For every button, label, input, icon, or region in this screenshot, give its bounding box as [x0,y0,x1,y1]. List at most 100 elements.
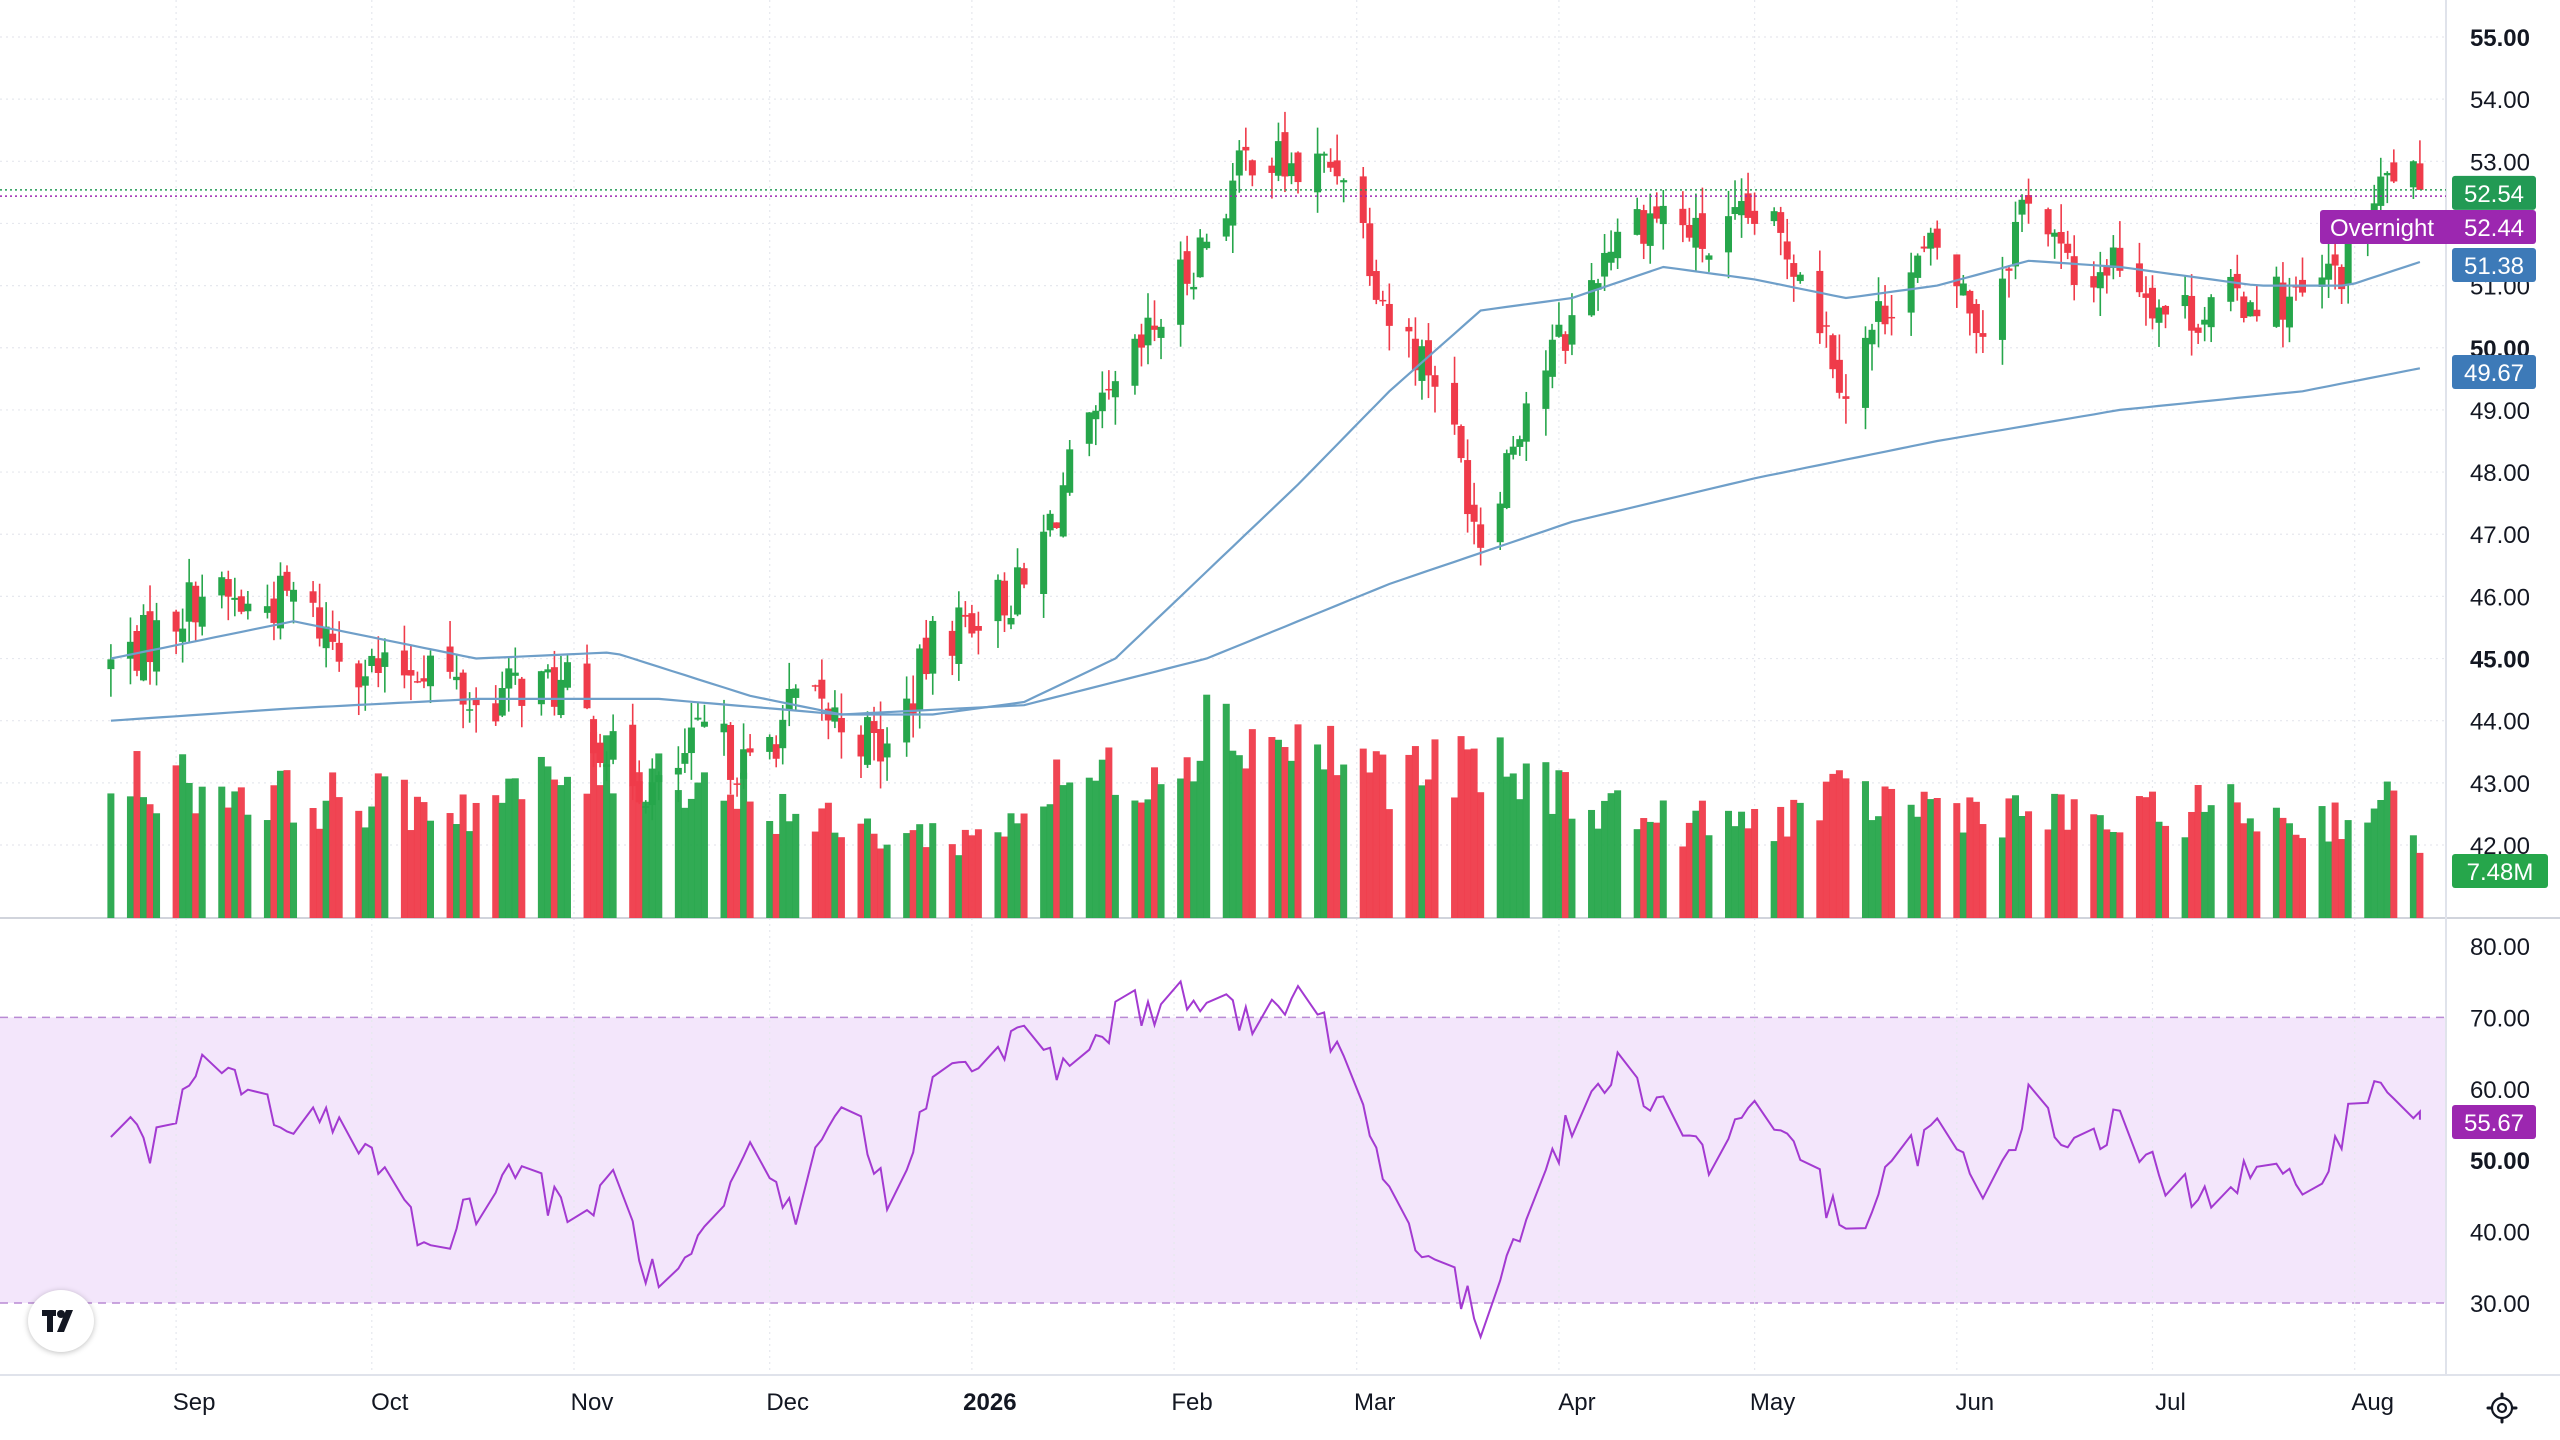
volume-bar [1235,755,1243,918]
volume-bar [2207,805,2215,918]
volume-bar [1144,799,1152,918]
candle-body [1294,152,1302,183]
volume-bar [1998,837,2006,918]
candle-body [2116,247,2124,271]
volume-bar [2370,808,2378,918]
volume-bar [1842,778,1850,918]
volume-bar [413,796,421,918]
candle-body [2338,266,2346,290]
candle-body [1966,290,1974,314]
candle-body [1751,210,1759,224]
candle-body [139,614,147,681]
volume-bar [192,813,200,918]
candle-body [1770,211,1778,222]
candle-body [1105,388,1113,391]
candle-body [1222,218,1230,237]
volume-bar [857,823,865,918]
volume-bar [446,813,454,918]
candle-body [1659,205,1667,225]
volume-bar [772,833,780,918]
candle-body [2233,273,2241,289]
candle-body [1235,150,1243,176]
volume-bar [1092,780,1100,918]
candle-body [1594,283,1602,290]
volume-bar [1920,791,1928,918]
volume-bar [746,801,754,918]
candle-body [1020,568,1028,585]
candle-body [1111,381,1119,398]
volume-bar [133,751,141,918]
price-tick-label: 47.00 [2470,522,2530,549]
volume-bar [2005,798,2013,918]
volume-bar [1046,804,1054,918]
overnight-value: 52.44 [2464,215,2524,242]
volume-bar [1881,786,1889,918]
candle-body [505,668,513,689]
candle-body [237,596,245,612]
candle-body [1705,255,1713,260]
candle-body [1477,524,1485,548]
volume-bar [1561,772,1569,918]
candle-body [2070,256,2078,285]
ma-fast-tag: 51.38 [2452,248,2536,282]
time-tick-label: Mar [1354,1389,1395,1416]
overnight-label: Overnight [2330,215,2434,242]
candle-body [316,607,324,639]
volume-bar [818,808,826,918]
candle-body [1842,396,1850,399]
volume-bar [2292,834,2300,918]
candle-body [1698,213,1706,249]
candle-body [609,731,617,760]
volume-bar [1953,803,1961,918]
volume-bar [2155,821,2163,918]
price-tick-label: 54.00 [2470,87,2530,114]
volume-bar [1588,809,1596,918]
candle-body [498,688,506,716]
candle-body [2207,297,2215,328]
candle-body [1320,153,1328,156]
volume-bar [1385,809,1393,918]
candle-body [381,652,389,667]
candle-body [2064,243,2072,253]
candle-body [1555,324,1563,337]
candle-body [727,725,735,780]
volume-bar [1431,739,1439,918]
volume-bar [1418,785,1426,918]
price-tick-label: 53.00 [2470,149,2530,176]
candle-body [153,620,161,672]
volume-bar [1137,802,1145,918]
volume-bar [1327,725,1335,918]
candle-body [426,655,434,687]
candle-body [2331,254,2339,266]
candle-body [1692,217,1700,248]
rsi-tick-label: 50.00 [2470,1148,2530,1175]
chart-settings-button[interactable] [2484,1390,2520,1426]
candle-body [1157,326,1165,338]
candle-body [1614,231,1622,259]
candle-body [263,606,271,613]
candle-body [290,589,298,602]
price-axis: 55.0054.0053.0052.0051.0050.0049.0048.00… [2470,25,2530,860]
candle-body [172,611,180,632]
candle-body [1835,359,1843,393]
volume-bar [2103,829,2111,918]
volume-bar [1555,770,1563,918]
volume-bar [2299,838,2307,918]
volume-bar [740,772,748,918]
rsi-tick-label: 40.00 [2470,1220,2530,1247]
volume-bar [1053,759,1061,918]
volume-bar [270,785,278,918]
volume-bar [1151,767,1159,918]
volume-bar [1959,832,1967,918]
candle-body [1868,329,1876,345]
volume-bar [276,770,284,918]
candle-body [1190,286,1198,290]
candle-body [453,676,461,681]
candle-body [792,688,800,698]
candle-body [1561,334,1569,351]
candle-body [674,767,682,775]
tradingview-logo[interactable] [28,1290,94,1352]
volume-bar [968,835,976,918]
candle-body [1066,449,1074,493]
